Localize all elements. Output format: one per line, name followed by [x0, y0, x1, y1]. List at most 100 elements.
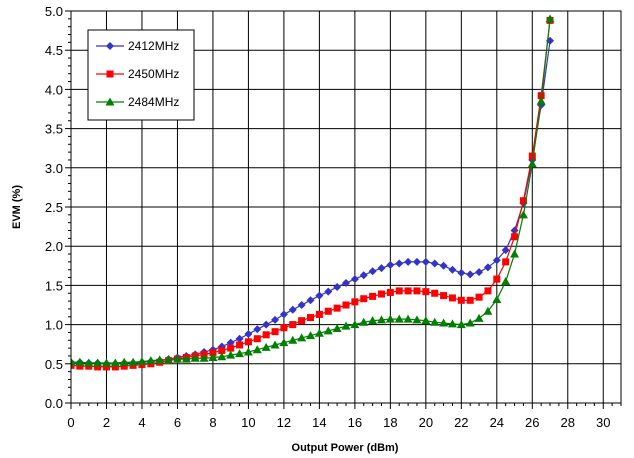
data-point [376, 315, 386, 324]
data-point [307, 314, 315, 322]
data-point [217, 352, 227, 361]
x-tick-label: 30 [596, 415, 610, 430]
data-point [447, 319, 457, 328]
data-point [315, 310, 323, 318]
data-point [146, 356, 156, 365]
data-point [137, 356, 147, 365]
data-point [279, 338, 289, 347]
data-point [448, 294, 456, 302]
data-point [297, 333, 307, 342]
data-point [360, 295, 368, 303]
data-point [536, 96, 546, 105]
data-point [430, 317, 440, 326]
data-point [208, 353, 218, 362]
data-point [368, 316, 378, 325]
data-point [236, 341, 244, 349]
data-point [465, 318, 475, 327]
data-point [298, 317, 306, 325]
data-point [288, 335, 298, 344]
data-point [262, 320, 271, 329]
data-point [385, 314, 395, 323]
data-point [315, 291, 324, 300]
data-point [351, 298, 359, 306]
x-tick-label: 2 [103, 415, 110, 430]
data-point [440, 292, 448, 300]
data-point [359, 271, 368, 280]
y-tick-label: 0.0 [45, 396, 63, 411]
data-point [342, 279, 350, 288]
legend-label: 2484MHz [128, 95, 179, 109]
data-point [252, 345, 262, 354]
legend-item: 2484MHz [96, 95, 179, 109]
x-tick-label: 22 [454, 415, 468, 430]
data-point [466, 270, 475, 279]
data-point [404, 257, 413, 266]
x-tick-label: 14 [312, 415, 326, 430]
data-point [84, 358, 94, 367]
data-point [359, 317, 369, 326]
data-point [412, 257, 421, 266]
data-point [71, 357, 76, 366]
data-point [528, 152, 536, 160]
x-tick-label: 26 [525, 415, 539, 430]
data-point [102, 363, 110, 371]
data-point [448, 265, 457, 274]
data-point [324, 307, 332, 315]
data-point [439, 261, 448, 270]
data-point [422, 288, 430, 296]
x-tick-label: 18 [383, 415, 397, 430]
data-point [181, 354, 191, 363]
data-point [332, 324, 342, 333]
data-point [474, 313, 484, 322]
data-point [510, 249, 520, 258]
data-point [306, 296, 315, 305]
x-tick-label: 12 [277, 415, 291, 430]
data-point [172, 354, 182, 363]
y-tick-label: 2.0 [45, 239, 63, 254]
data-point [368, 267, 377, 276]
data-point [111, 363, 119, 371]
y-tick-label: 4.0 [45, 82, 63, 97]
data-point [253, 325, 262, 334]
legend-label: 2412MHz [128, 39, 179, 53]
data-point [270, 340, 280, 349]
data-point [244, 338, 252, 346]
data-point [218, 346, 226, 354]
data-point [306, 331, 316, 340]
data-point [484, 287, 492, 295]
data-point [120, 362, 128, 370]
data-point [527, 159, 537, 168]
y-tick-label: 3.0 [45, 161, 63, 176]
x-tick-label: 6 [174, 415, 181, 430]
data-point [253, 335, 261, 343]
data-point [395, 287, 403, 295]
data-point [119, 357, 129, 366]
data-point [279, 310, 288, 319]
data-point [342, 301, 350, 309]
data-point [386, 288, 394, 296]
x-tick-label: 8 [209, 415, 216, 430]
data-point [501, 246, 510, 255]
data-point [226, 350, 236, 359]
data-point [492, 295, 502, 304]
data-point [545, 14, 555, 23]
data-point [502, 258, 510, 266]
data-point [271, 328, 279, 336]
y-axis-title: EVM (%) [11, 185, 23, 229]
data-point [518, 210, 528, 219]
data-point [350, 320, 360, 329]
x-tick-label: 20 [419, 415, 433, 430]
data-point [209, 349, 217, 357]
data-point [350, 275, 359, 284]
legend-marker [105, 97, 115, 106]
data-point [93, 358, 103, 367]
legend-item: 2412MHz [96, 39, 179, 53]
data-point [501, 276, 511, 285]
data-point [94, 363, 102, 371]
data-point [341, 321, 351, 330]
data-point [421, 316, 431, 325]
y-tick-label: 1.0 [45, 318, 63, 333]
data-point [483, 263, 492, 272]
